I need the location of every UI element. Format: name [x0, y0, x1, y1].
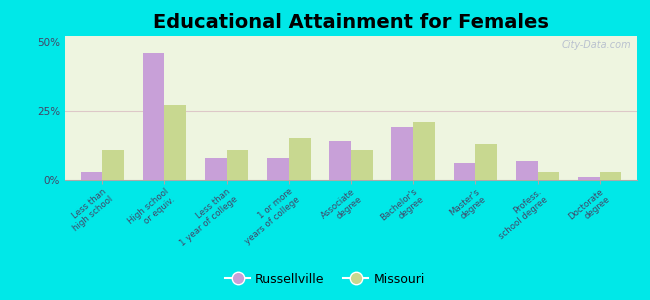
- Text: City-Data.com: City-Data.com: [562, 40, 631, 50]
- Bar: [164, 105, 187, 180]
- Bar: [413, 122, 435, 180]
- Bar: [143, 52, 164, 180]
- Title: Educational Attainment for Females: Educational Attainment for Females: [153, 13, 549, 32]
- Bar: [330, 141, 351, 180]
- Bar: [578, 177, 600, 180]
- Bar: [227, 149, 248, 180]
- Bar: [351, 149, 372, 180]
- Bar: [81, 172, 102, 180]
- Bar: [267, 158, 289, 180]
- Bar: [289, 139, 311, 180]
- Bar: [600, 172, 621, 180]
- Bar: [391, 128, 413, 180]
- Bar: [454, 164, 475, 180]
- Bar: [205, 158, 227, 180]
- Bar: [102, 149, 124, 180]
- Bar: [538, 172, 559, 180]
- Bar: [475, 144, 497, 180]
- Bar: [515, 160, 538, 180]
- Legend: Russellville, Missouri: Russellville, Missouri: [220, 268, 430, 291]
